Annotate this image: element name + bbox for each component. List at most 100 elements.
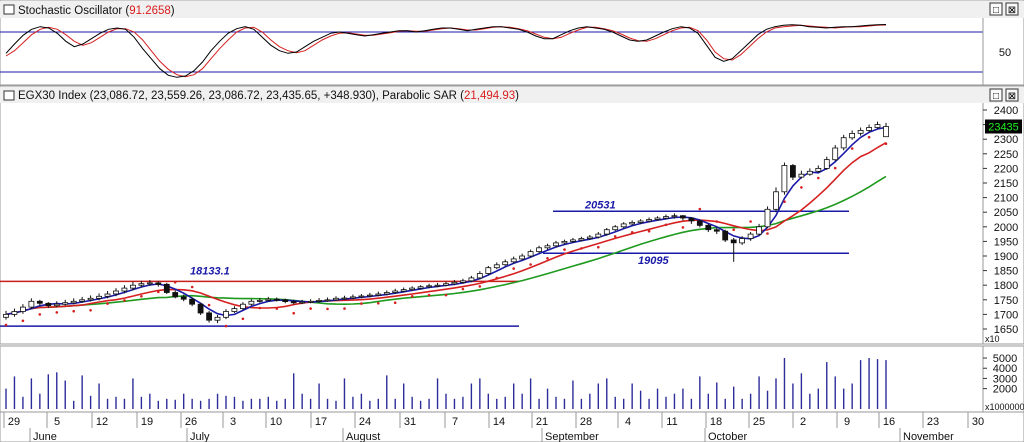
candle — [231, 306, 238, 313]
sar-dot — [597, 245, 600, 249]
candle — [256, 298, 263, 303]
sar-dot — [546, 257, 549, 260]
candle — [578, 236, 585, 242]
candle — [773, 187, 779, 213]
sar-dot — [664, 223, 668, 227]
candle — [468, 275, 475, 283]
sar-dot — [766, 232, 769, 235]
sar-dot — [55, 311, 59, 314]
sar-dot — [275, 307, 279, 310]
sar-dot — [410, 295, 414, 298]
candle — [493, 262, 500, 270]
candle — [206, 310, 213, 323]
candle — [324, 297, 331, 302]
sar-dot — [495, 276, 499, 280]
candle — [11, 308, 18, 317]
sar-dot — [360, 302, 363, 305]
price-axis-multiplier: x10 — [985, 334, 1000, 344]
candle — [459, 278, 466, 284]
candle — [358, 293, 365, 299]
candle — [28, 298, 35, 310]
sar-dot — [292, 311, 296, 315]
date-axis-day-label: 11 — [666, 416, 677, 428]
candle — [239, 302, 246, 311]
sar-dot — [343, 307, 346, 310]
level-annotation: 20531 — [584, 199, 616, 211]
svg-text:□: □ — [993, 91, 999, 102]
price-close-button[interactable]: ⊠ — [1005, 88, 1019, 102]
candle — [316, 298, 323, 303]
price-plot: 18133.1 20531 19095 — [0, 121, 889, 328]
date-axis-day-label: 12 — [96, 416, 108, 428]
price-axis-label: 2150 — [994, 178, 1018, 190]
candle — [129, 281, 136, 291]
candle — [417, 285, 424, 290]
sar-dot — [512, 267, 515, 270]
candle — [333, 296, 339, 301]
candle — [223, 309, 229, 320]
candle — [434, 282, 441, 288]
candle — [553, 240, 559, 248]
candle — [747, 232, 754, 241]
candle — [730, 237, 737, 262]
sar-dot — [833, 166, 837, 170]
volume-plot — [5, 358, 887, 409]
candle — [155, 280, 162, 287]
candle — [392, 288, 399, 294]
sar-dot — [580, 247, 583, 250]
sar-dot — [563, 248, 566, 251]
sar-dot — [444, 293, 448, 297]
candle — [113, 288, 119, 297]
candle — [307, 299, 314, 304]
candle — [146, 279, 153, 286]
stochastic-title: Stochastic Oscillator (91.2658) — [18, 5, 175, 17]
sar-dot — [89, 309, 92, 312]
price-axis: 2400235023002250220021502100205020001950… — [983, 105, 1022, 336]
candle — [570, 237, 576, 243]
sar-dot — [72, 309, 75, 313]
date-axis-day-label: 16 — [883, 416, 895, 428]
sar-dot — [173, 281, 177, 284]
date-axis-day-label: 21 — [536, 416, 548, 428]
sar-dot — [461, 287, 465, 291]
candle — [866, 124, 872, 132]
date-axis-day-label: 17 — [315, 416, 327, 428]
price-axis-label: 2200 — [994, 163, 1018, 175]
candle — [383, 290, 390, 296]
candle — [646, 217, 652, 223]
stochastic-title-bar — [0, 1, 1024, 18]
candle — [180, 294, 187, 302]
price-restore-button[interactable]: □ — [989, 88, 1003, 102]
window-icon — [3, 4, 15, 15]
stochastic-panel: Stochastic Oscillator (91.2658) □ ⊠ 50 — [0, 0, 1024, 86]
candle — [739, 236, 745, 245]
sar-dot — [698, 207, 702, 211]
candle — [756, 223, 762, 236]
svg-text:⊠: ⊠ — [1008, 5, 1016, 16]
candle — [70, 298, 77, 305]
stochastic-restore-button[interactable]: □ — [989, 2, 1003, 16]
candle — [476, 271, 483, 280]
sar-dot — [647, 229, 651, 233]
candle — [299, 299, 306, 305]
sar-dot — [529, 263, 532, 266]
price-axis-label: 2250 — [994, 149, 1018, 161]
window-icon — [3, 90, 15, 101]
sar-dot — [123, 299, 126, 302]
date-axis-day-label: 3 — [230, 416, 236, 428]
candle — [620, 222, 627, 229]
stochastic-close-button[interactable]: ⊠ — [1005, 2, 1019, 16]
candle — [400, 287, 407, 293]
candle — [265, 296, 272, 302]
volume-axis-label: 4000 — [993, 363, 1017, 375]
candle — [790, 164, 796, 181]
sar-dot — [800, 186, 803, 189]
candle — [764, 206, 771, 229]
candle — [197, 302, 204, 315]
stochastic-k-line — [5, 24, 887, 78]
date-axis-month-label: July — [190, 431, 210, 442]
candle — [544, 243, 551, 250]
date-axis-day-label: 30 — [972, 416, 984, 428]
price-axis-label: 1900 — [994, 251, 1018, 263]
price-axis-label: 1750 — [994, 295, 1018, 307]
